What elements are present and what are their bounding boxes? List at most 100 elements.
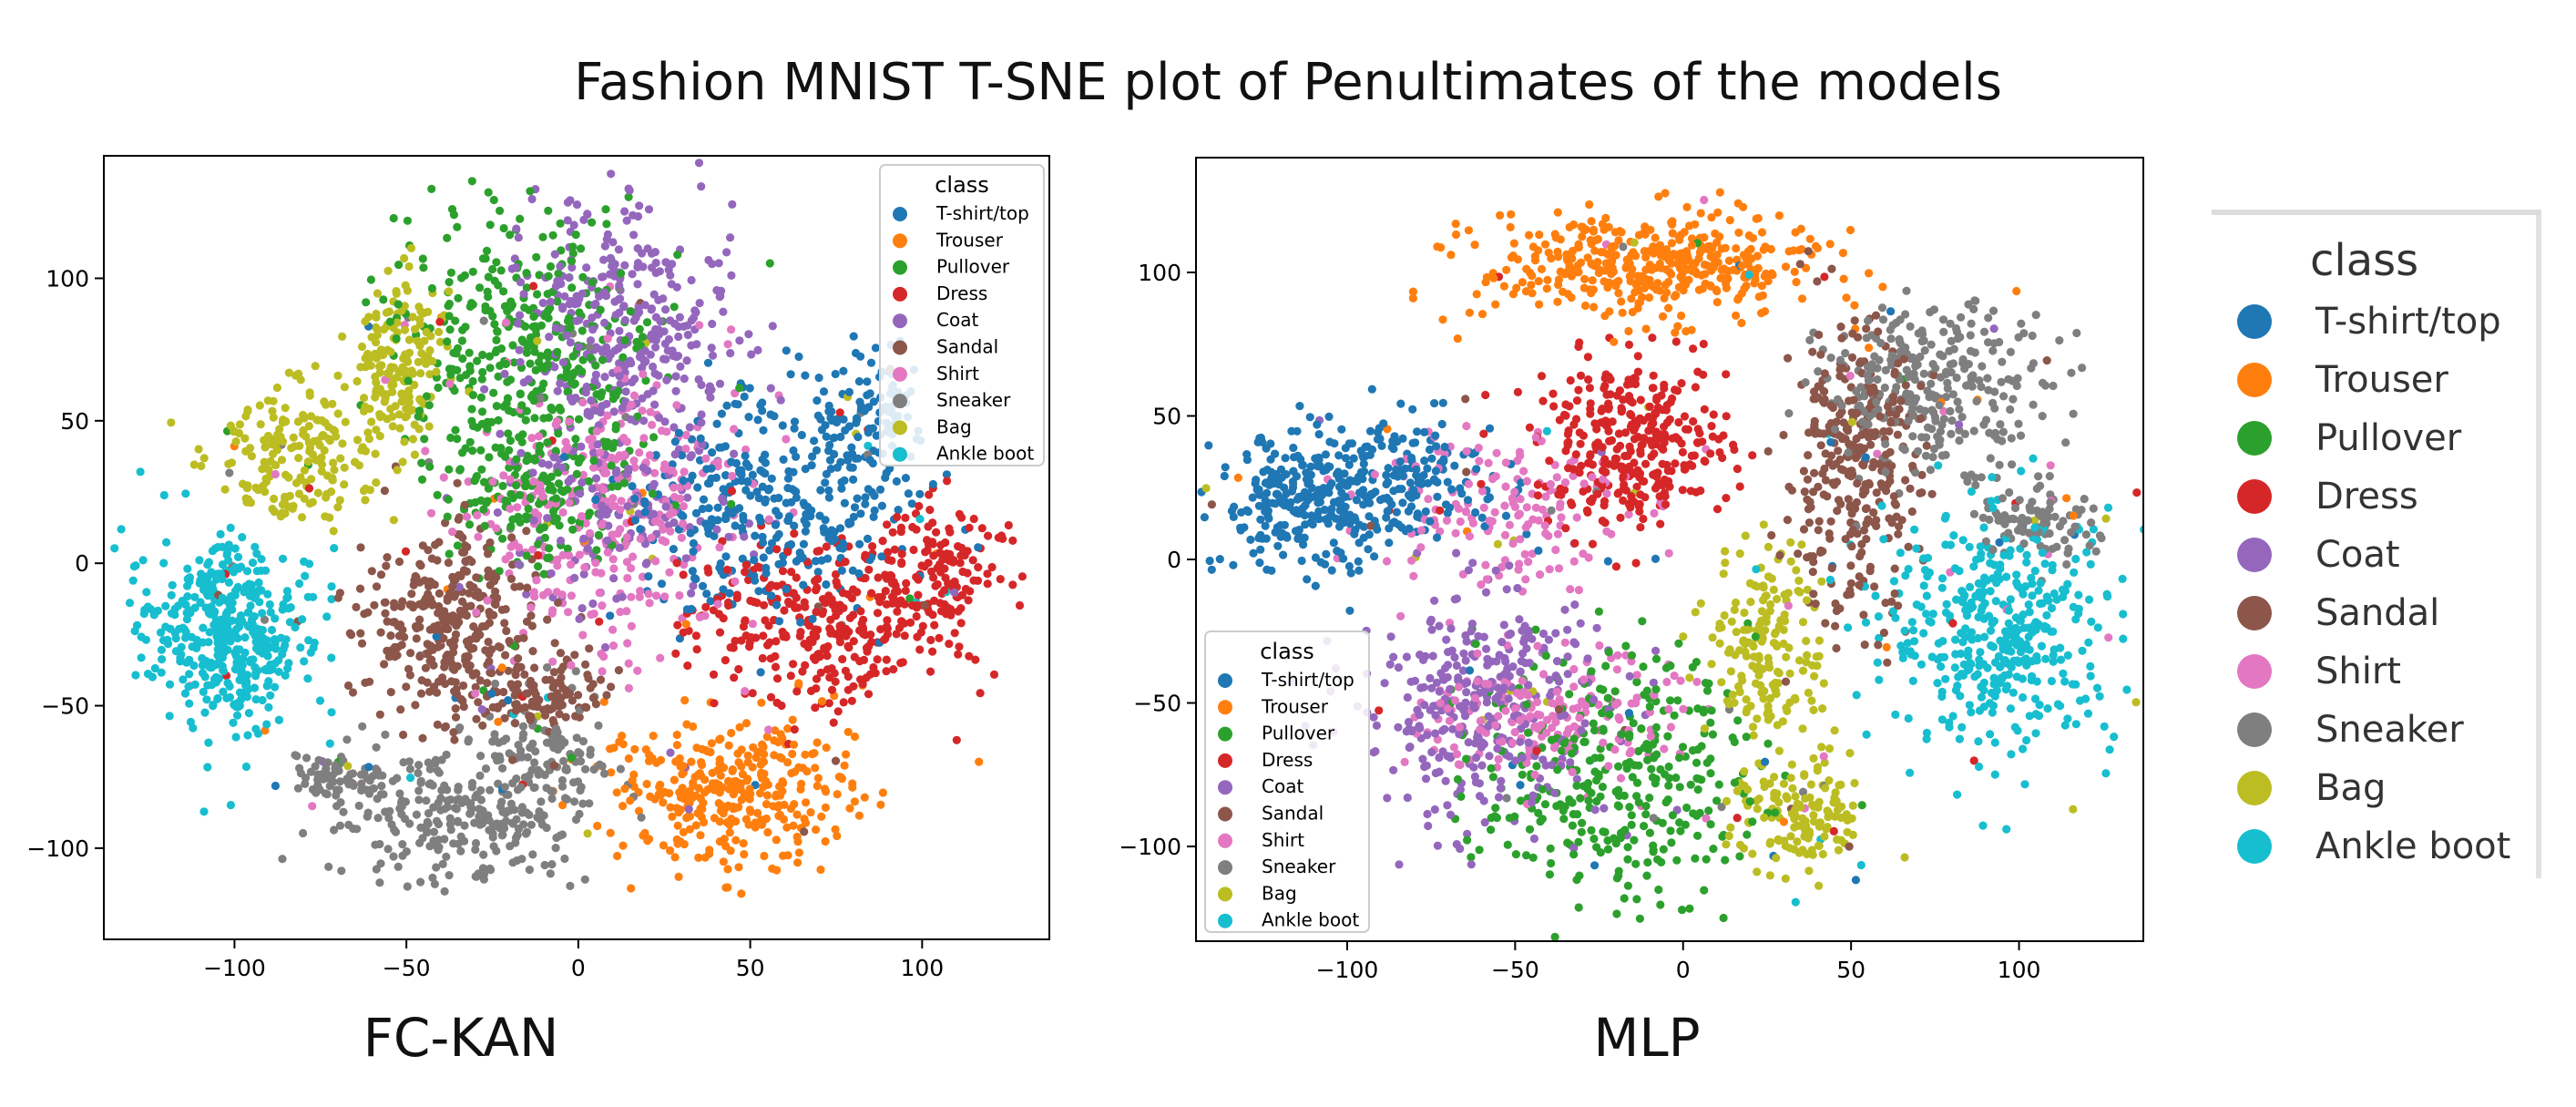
point-trouser <box>694 853 703 863</box>
point-ankle-boot <box>284 659 293 668</box>
point-t-shirt-top <box>892 477 902 487</box>
point-coat <box>661 354 670 364</box>
point-shirt <box>680 467 689 477</box>
point-ankle-boot <box>165 712 174 721</box>
point-t-shirt-top <box>856 509 865 518</box>
point-t-shirt-top <box>767 538 777 548</box>
point-ankle-boot <box>250 542 260 552</box>
point-sneaker <box>501 816 511 825</box>
point-coat <box>708 351 718 360</box>
point-bag <box>371 449 380 458</box>
point-ankle-boot <box>274 656 283 665</box>
point-coat <box>649 479 659 488</box>
point-ankle-boot <box>205 628 214 637</box>
point-sneaker <box>405 764 414 774</box>
point-sneaker <box>543 663 552 672</box>
point-ankle-boot <box>246 658 255 667</box>
point-pullover <box>414 406 424 415</box>
point-sandal <box>523 583 532 592</box>
point-sandal <box>1826 517 1835 526</box>
point-bag <box>329 527 338 536</box>
point-t-shirt-top <box>784 512 794 521</box>
point-sneaker <box>1938 315 1948 324</box>
point-sneaker <box>537 797 546 806</box>
point-coat <box>598 348 608 357</box>
point-coat <box>514 559 523 569</box>
point-shirt <box>598 520 607 529</box>
point-trouser <box>494 717 503 726</box>
point-coat <box>585 141 593 149</box>
point-trouser <box>670 853 680 862</box>
point-sneaker <box>445 814 455 823</box>
point-dress <box>882 667 891 676</box>
point-trouser <box>788 749 797 759</box>
point-coat <box>647 330 657 339</box>
point-sneaker <box>471 845 480 855</box>
point-ankle-boot <box>141 635 150 644</box>
point-sneaker <box>452 795 461 805</box>
point-sandal <box>481 646 490 655</box>
point-bag <box>373 289 382 298</box>
point-trouser <box>700 788 710 797</box>
point-t-shirt-top <box>839 366 848 375</box>
point-dress <box>435 317 445 326</box>
point-ankle-boot <box>218 574 227 584</box>
point-bag <box>1782 792 1791 801</box>
point-sandal <box>570 651 579 660</box>
point-t-shirt-top <box>744 413 753 422</box>
point-dress <box>935 599 945 608</box>
point-sandal <box>526 611 536 620</box>
point-t-shirt-top <box>866 358 876 367</box>
point-coat <box>683 493 692 502</box>
point-ankle-boot <box>2101 769 2111 778</box>
point-coat <box>512 224 521 233</box>
point-coat <box>650 400 659 409</box>
point-pullover <box>568 525 578 534</box>
point-sneaker <box>414 795 424 805</box>
point-pullover <box>486 364 495 373</box>
point-coat <box>515 311 525 320</box>
point-sandal <box>1862 324 1871 333</box>
point-shirt <box>748 620 758 629</box>
point-dress <box>915 501 924 511</box>
point-coat <box>642 559 651 568</box>
point-t-shirt-top <box>847 443 856 452</box>
point-ankle-boot <box>208 547 217 556</box>
point-t-shirt-top <box>504 696 513 705</box>
point-t-shirt-top <box>704 522 713 531</box>
legend-label: Bag <box>936 415 972 437</box>
point-sneaker <box>637 813 646 822</box>
point-coat <box>615 281 624 290</box>
point-trouser <box>684 812 693 821</box>
point-pullover <box>418 254 427 263</box>
point-trouser <box>618 802 628 811</box>
point-sneaker <box>471 793 480 802</box>
point-pullover <box>568 249 578 258</box>
point-dress <box>758 653 767 663</box>
point-bag <box>270 507 279 517</box>
point-t-shirt-top <box>855 539 864 548</box>
point-sandal <box>510 582 519 591</box>
point-coat <box>1430 596 1439 605</box>
point-sneaker <box>384 814 394 823</box>
point-sneaker <box>506 842 515 851</box>
point-pullover <box>483 287 492 296</box>
point-dress <box>792 687 802 696</box>
point-ankle-boot <box>231 733 240 742</box>
point-coat <box>598 501 607 510</box>
point-dress <box>748 689 757 698</box>
point-sneaker <box>325 782 334 791</box>
point-sandal <box>394 557 404 567</box>
point-trouser <box>792 810 802 819</box>
point-sneaker <box>295 764 304 773</box>
point-sandal <box>415 622 424 631</box>
point-sneaker <box>536 815 545 824</box>
point-ankle-boot <box>254 578 263 588</box>
point-trouser <box>850 797 860 806</box>
point-shirt <box>462 512 472 521</box>
point-t-shirt-top <box>865 456 874 465</box>
point-ankle-boot <box>2089 525 2098 534</box>
point-bag <box>361 402 370 412</box>
point-pullover <box>434 383 443 393</box>
point-dress <box>880 635 889 644</box>
